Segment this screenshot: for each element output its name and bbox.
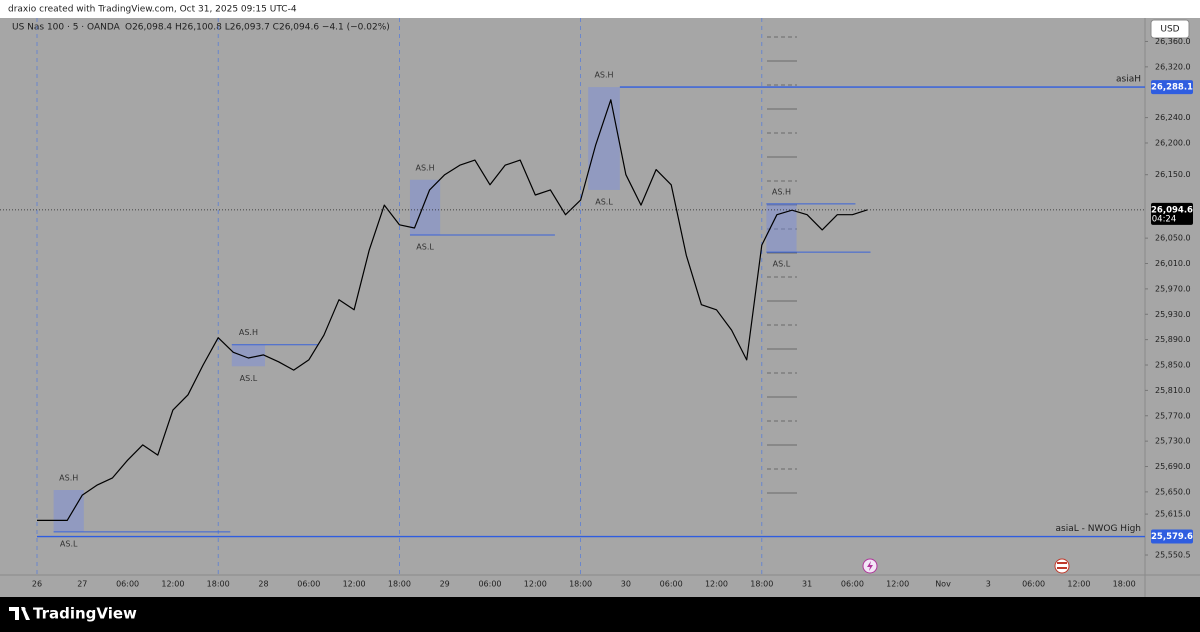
y-tick-label: 26,050.0 [1155,234,1191,243]
session-high-label: AS.H [239,328,258,337]
footer [0,597,1200,632]
x-tick-label: 18:00 [1113,580,1136,589]
x-tick-label: 27 [77,580,87,589]
y-tick-label: 25,850.0 [1155,361,1191,370]
event-bolt [867,561,873,571]
session-low-label: AS.L [416,242,434,251]
y-tick-label: 25,615.0 [1155,510,1191,519]
flag-icon[interactable] [1054,558,1070,574]
session-box [53,489,84,532]
x-tick-label: 3 [986,580,991,589]
session-high-label: AS.H [416,163,435,172]
x-tick-label: 28 [258,580,268,589]
x-tick-label: 12:00 [705,580,728,589]
brand: TradingView [33,605,137,623]
session-low-label: AS.L [240,374,258,383]
x-tick-label: 18:00 [750,580,773,589]
session-box [588,87,620,190]
x-tick-label: 06:00 [841,580,864,589]
countdown: 04:24 [1152,214,1177,224]
price-line [37,99,868,521]
y-tick-label: 26,200.0 [1155,138,1191,147]
x-tick-label: 12:00 [1067,580,1090,589]
y-tick-label: 25,690.0 [1155,462,1191,471]
x-tick-label: 06:00 [116,580,139,589]
x-tick-label: 12:00 [886,580,909,589]
y-tick-label: 26,010.0 [1155,259,1191,268]
x-tick-label: 26 [32,580,42,589]
y-tick-label: 25,930.0 [1155,310,1191,319]
level-price: 25,579.6 [1151,532,1193,542]
x-tick-label: 06:00 [297,580,320,589]
x-tick-label: 12:00 [343,580,366,589]
y-tick-label: 26,240.0 [1155,113,1191,122]
x-tick-label: 29 [440,580,450,589]
currency-button[interactable] [1150,19,1190,39]
y-tick-label: 25,550.5 [1155,551,1191,560]
credit: draxio created with TradingView.com, Oct… [8,5,297,15]
x-tick-label: 30 [621,580,631,589]
x-tick-label: 06:00 [478,580,501,589]
session-low-label: AS.L [60,539,78,548]
level-price-box [1151,529,1193,544]
header-bar [0,0,1200,18]
x-tick-label: 06:00 [660,580,683,589]
y-tick-label: 26,150.0 [1155,170,1191,179]
level-price-box [1151,80,1193,95]
y-tick-label: 25,810.0 [1155,386,1191,395]
x-tick-label: 18:00 [388,580,411,589]
symbol: US Nas 100 · 5 · OANDA [12,23,121,33]
x-tick-label: 31 [802,580,812,589]
flag-stripe [1057,567,1067,569]
x-tick-label: 06:00 [1022,580,1045,589]
x-tick-label: 12:00 [524,580,547,589]
y-tick-label: 26,360.0 [1155,37,1191,46]
last-price-box [1151,202,1193,225]
y-tick-label: 26,320.0 [1155,62,1191,71]
y-tick-label: 25,770.0 [1155,411,1191,420]
session-low-label: AS.L [595,197,613,206]
x-tick-label: 12:00 [161,580,184,589]
session-high-label: AS.H [59,473,78,482]
y-tick-label: 25,650.0 [1155,487,1191,496]
level-price: 26,288.1 [1151,83,1193,93]
x-tick-label: 18:00 [207,580,230,589]
session-low-label: AS.L [773,260,791,269]
session-box [766,203,797,253]
level-name: asiaH [1116,75,1141,85]
currency[interactable]: USD [1160,25,1179,35]
flag-stripe [1057,562,1067,564]
x-tick-label: 18:00 [569,580,592,589]
session-high-label: AS.H [772,187,791,196]
y-tick-label: 25,970.0 [1155,284,1191,293]
ohlc: O26,098.4 H26,100.8 L26,093.7 C26,094.6 … [125,23,390,33]
brand-logo-dot [21,607,26,611]
level-name: asiaL - NWOG High [1056,524,1141,534]
y-tick-label: 25,730.0 [1155,437,1191,446]
y-tick-label: 25,890.0 [1155,335,1191,344]
x-tick-label: Nov [935,580,951,589]
session-box [231,344,266,367]
last-price: 26,094.6 [1151,205,1193,215]
session-high-label: AS.H [594,71,613,80]
